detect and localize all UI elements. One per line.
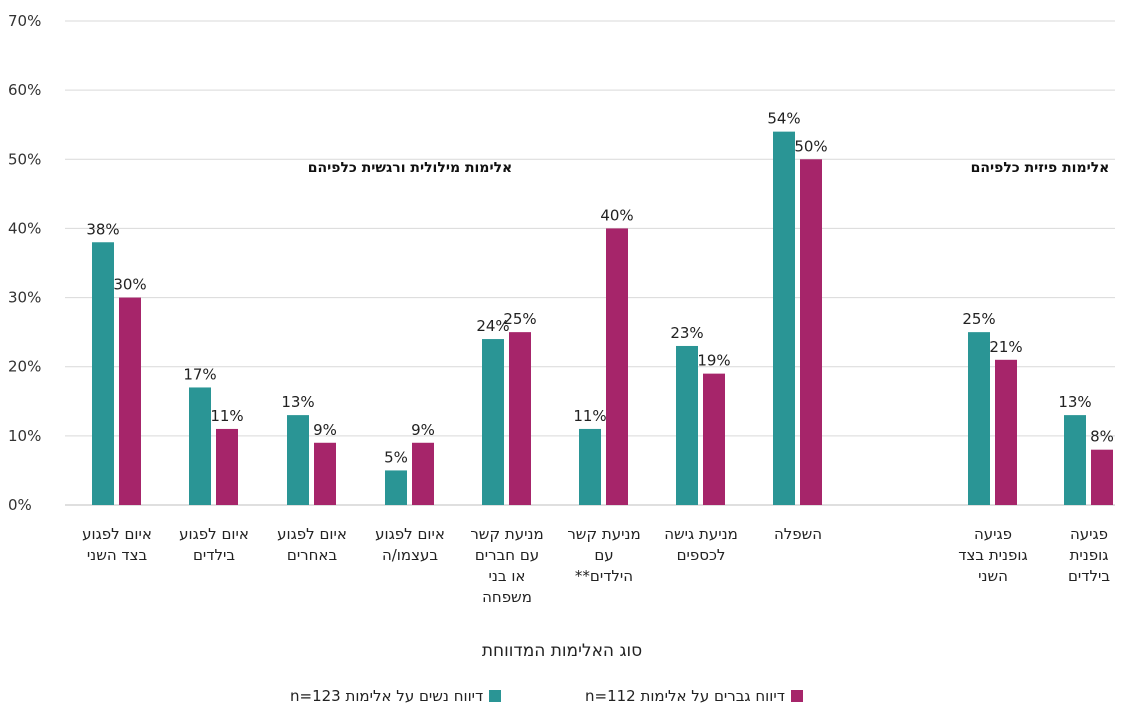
bar-chart: 0% 10% 20% 30% 40% 50% 60% 70% 38% 17% 13% 5% 24% 11%… bbox=[8, 12, 1115, 606]
x-tick-label: פגיעה גופנית בילדים bbox=[1068, 525, 1110, 585]
bar bbox=[1091, 449, 1113, 505]
bar bbox=[968, 332, 990, 505]
bar bbox=[92, 242, 114, 505]
bar bbox=[995, 359, 1017, 505]
x-tick-label: מניעת קשר עם הילדים** bbox=[567, 525, 640, 585]
y-tick-label: 10% bbox=[8, 427, 41, 445]
x-axis-title: סוג האלימות המדווחת bbox=[481, 641, 643, 661]
x-tick-label: מניעת קשר עם חברים או בני משפחה bbox=[470, 525, 543, 606]
data-label: 38% bbox=[86, 220, 119, 238]
bar bbox=[385, 470, 407, 505]
data-label: 50% bbox=[794, 137, 827, 155]
data-label: 13% bbox=[1058, 393, 1091, 411]
bar bbox=[509, 332, 531, 505]
y-tick-label: 70% bbox=[8, 12, 41, 30]
bar bbox=[579, 428, 601, 505]
bar bbox=[119, 297, 141, 505]
y-tick-label: 50% bbox=[8, 150, 41, 168]
bar bbox=[287, 415, 309, 505]
data-label: 25% bbox=[962, 310, 995, 328]
data-label: 21% bbox=[989, 338, 1022, 356]
data-label: 13% bbox=[281, 393, 314, 411]
y-tick-label: 60% bbox=[8, 81, 41, 99]
legend: דיווח גברים על אלימות n=112 דיווח נשים ע… bbox=[0, 687, 1124, 707]
bar bbox=[800, 159, 822, 506]
bar bbox=[606, 228, 628, 505]
data-label: 24% bbox=[476, 317, 509, 335]
data-label: 25% bbox=[503, 310, 536, 328]
data-label: 30% bbox=[113, 276, 146, 294]
bar bbox=[703, 373, 725, 505]
data-label: 19% bbox=[697, 352, 730, 370]
data-label: 54% bbox=[767, 110, 800, 128]
x-tick-label: איום לפגוע בעצמו/ה bbox=[375, 525, 445, 564]
data-label: 23% bbox=[670, 324, 703, 342]
y-tick-label: 40% bbox=[8, 219, 41, 237]
data-label: 5% bbox=[384, 448, 408, 466]
bar bbox=[314, 442, 336, 505]
data-label: 8% bbox=[1090, 428, 1114, 446]
legend-swatch-men bbox=[790, 690, 803, 702]
data-label: 11% bbox=[573, 407, 606, 425]
bar bbox=[482, 339, 504, 505]
legend-item-men: דיווח גברים על אלימות n=112 bbox=[585, 687, 803, 705]
legend-swatch-women bbox=[489, 690, 502, 702]
x-tick-label: השפלה bbox=[774, 525, 822, 543]
y-tick-label: 0% bbox=[8, 496, 32, 514]
data-label: 9% bbox=[411, 421, 435, 439]
x-tick-label: פגיעה גופנית בצד השני bbox=[958, 525, 1027, 585]
x-tick-label: איום לפגוע באחרים bbox=[277, 525, 347, 564]
x-tick-label: מניעת גישה לכספים bbox=[664, 525, 738, 564]
legend-label-women: דיווח נשים על אלימות n=123 bbox=[290, 687, 484, 705]
legend-item-women: דיווח נשים על אלימות n=123 bbox=[290, 687, 502, 705]
data-label: 40% bbox=[600, 206, 633, 224]
data-label: 17% bbox=[183, 365, 216, 383]
legend-label-men: דיווח גברים על אלימות n=112 bbox=[585, 687, 785, 705]
bar bbox=[773, 131, 795, 505]
bar bbox=[189, 387, 211, 505]
bar bbox=[1064, 415, 1086, 505]
group-title: אלימות מילולית ורגשית כלפיהם bbox=[308, 160, 512, 176]
data-label: 11% bbox=[210, 407, 243, 425]
bar bbox=[216, 428, 238, 505]
y-tick-label: 20% bbox=[8, 358, 41, 376]
group-title: אלימות פיזית כלפיהם bbox=[971, 160, 1110, 176]
data-label: 9% bbox=[313, 421, 337, 439]
x-tick-label: איום לפגוע בצד השני bbox=[82, 525, 152, 564]
y-tick-label: 30% bbox=[8, 289, 41, 307]
bar bbox=[412, 442, 434, 505]
x-tick-label: איום לפגוע בילדים bbox=[179, 525, 249, 564]
bar bbox=[676, 345, 698, 505]
